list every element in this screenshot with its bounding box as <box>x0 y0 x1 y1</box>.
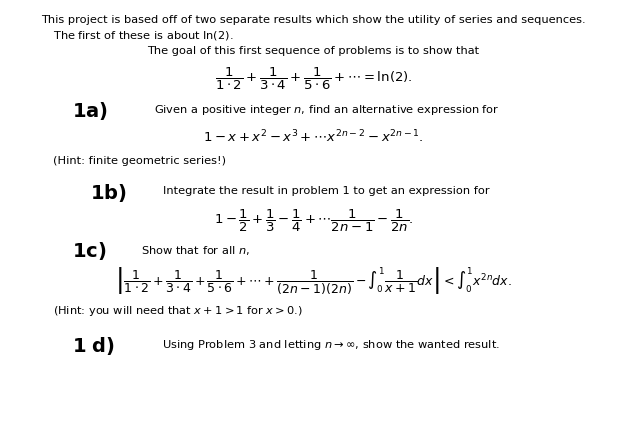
Text: $\dfrac{1}{1\cdot 2}+\dfrac{1}{3\cdot 4}+\dfrac{1}{5\cdot 6}+\cdots = \mathrm{ln: $\dfrac{1}{1\cdot 2}+\dfrac{1}{3\cdot 4}… <box>214 66 413 92</box>
Text: $1 - x + x^2 - x^3 + \cdots x^{2n-2} - x^{2n-1}.$: $1 - x + x^2 - x^3 + \cdots x^{2n-2} - x… <box>203 128 424 145</box>
Text: $\mathbf{1a)}$: $\mathbf{1a)}$ <box>72 100 108 122</box>
Text: $\mathbf{1\ d)}$: $\mathbf{1\ d)}$ <box>72 334 115 356</box>
Text: Integrate the result in problem 1 to get an expression for: Integrate the result in problem 1 to get… <box>163 186 490 196</box>
Text: This project is based off of two separate results which show the utility of seri: This project is based off of two separat… <box>41 15 586 24</box>
Text: $\mathbf{1b)}$: $\mathbf{1b)}$ <box>90 181 127 203</box>
Text: (Hint: you will need that $x + 1 > 1$ for $x > 0$.): (Hint: you will need that $x + 1 > 1$ fo… <box>53 303 303 317</box>
Text: (Hint: finite geometric series!): (Hint: finite geometric series!) <box>53 156 226 165</box>
Text: Using Problem 3 and letting $n \to \infty$, show the wanted result.: Using Problem 3 and letting $n \to \inft… <box>162 337 500 351</box>
Text: The first of these is about $\mathrm{ln}(2)$.: The first of these is about $\mathrm{ln}… <box>53 29 234 42</box>
Text: Show that for all $n$,: Show that for all $n$, <box>141 243 250 256</box>
Text: The goal of this first sequence of problems is to show that: The goal of this first sequence of probl… <box>147 46 480 56</box>
Text: Given a positive integer $n$, find an alternative expression for: Given a positive integer $n$, find an al… <box>154 102 499 116</box>
Text: $1 - \dfrac{1}{2} + \dfrac{1}{3} - \dfrac{1}{4} + \cdots\dfrac{1}{2n-1} - \dfrac: $1 - \dfrac{1}{2} + \dfrac{1}{3} - \dfra… <box>214 207 413 233</box>
Text: $\mathbf{1c)}$: $\mathbf{1c)}$ <box>72 240 107 262</box>
Text: $\left|\dfrac{1}{1\cdot 2}+\dfrac{1}{3\cdot 4}+\dfrac{1}{5\cdot 6}+\cdots+\dfrac: $\left|\dfrac{1}{1\cdot 2}+\dfrac{1}{3\c… <box>115 265 512 297</box>
